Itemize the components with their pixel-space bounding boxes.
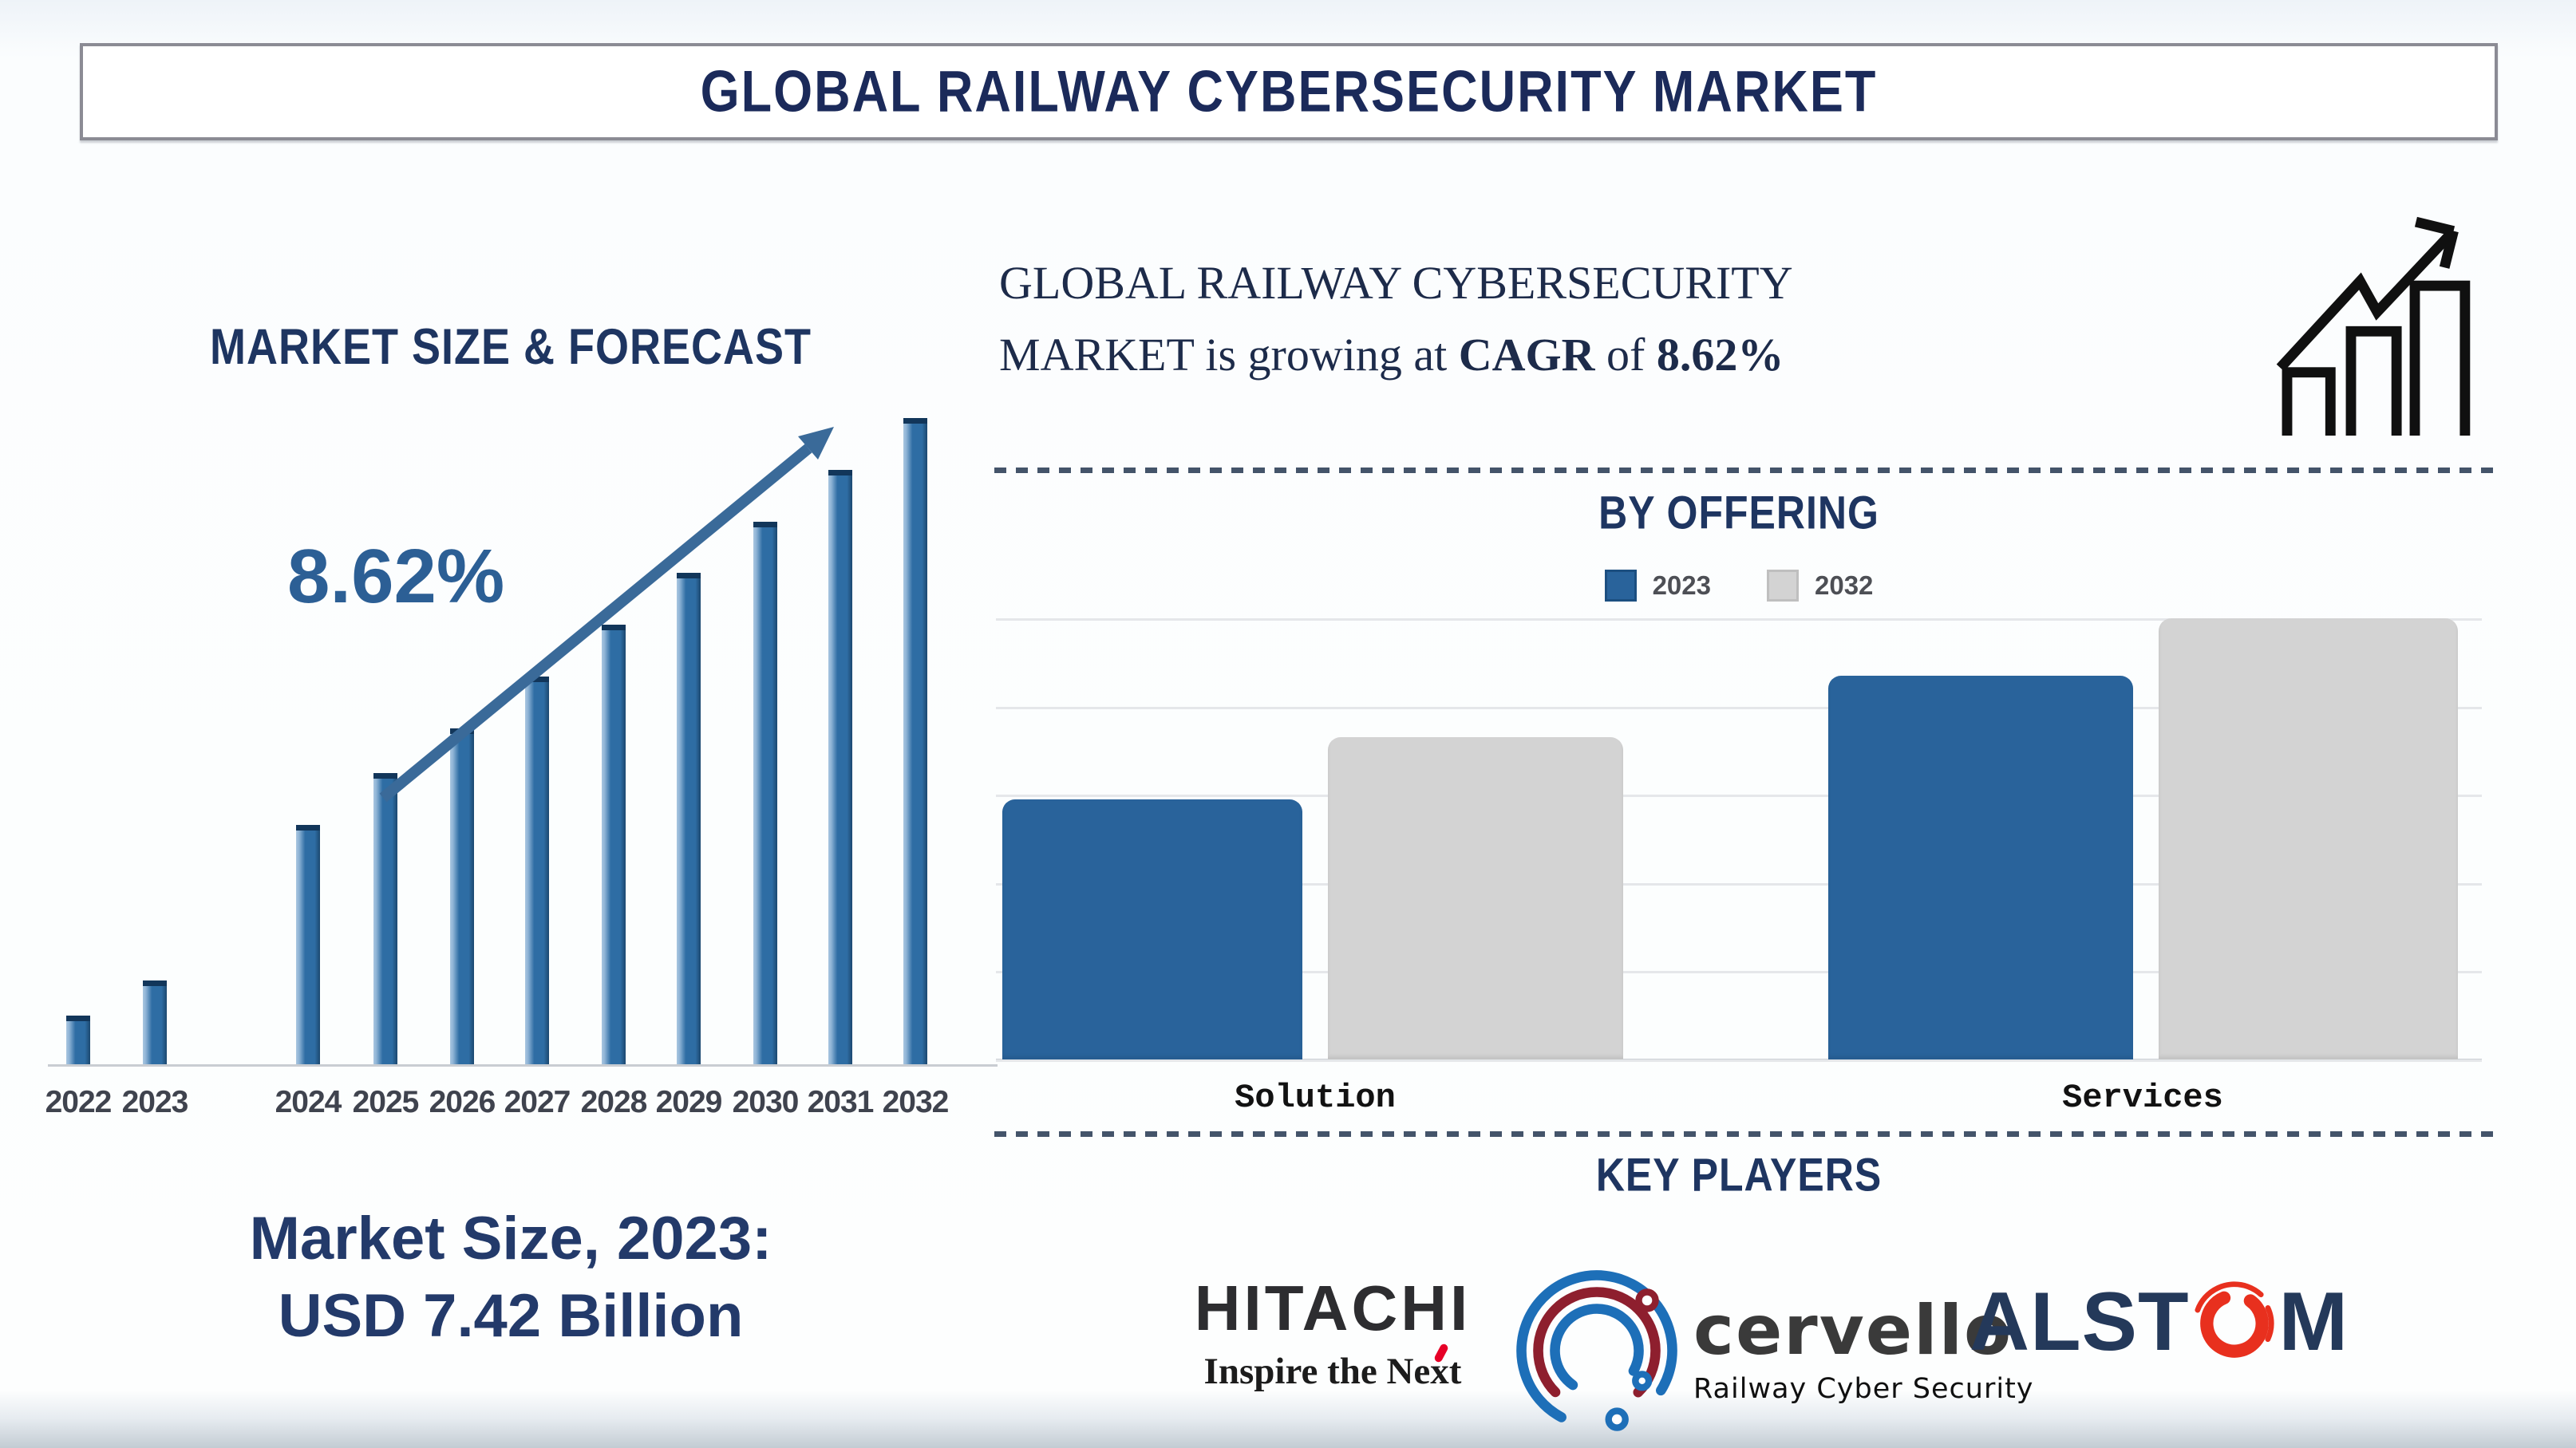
growth-statement-line1: GLOBAL RAILWAY CYBERSECURITY — [999, 257, 1793, 309]
offering-bar-solution-2032 — [1328, 737, 1623, 1059]
forecast-bar-2032 — [903, 418, 927, 1064]
legend-swatch-2023 — [1604, 570, 1637, 602]
forecast-xlabels: 2022 2023 2024 2025 2026 2027 2028 2029 2030 2031… — [45, 1085, 998, 1125]
cervello-text-block: cervello Railway Cyber Security — [1693, 1296, 2034, 1405]
growth-line2-cagr: CAGR — [1458, 328, 1595, 381]
offering-gridline — [996, 971, 2482, 973]
legend-item-2023: 2023 — [1604, 570, 1711, 602]
hitachi-tagline: Inspire the Next — [1203, 1343, 1462, 1393]
forecast-bar-2027 — [525, 677, 549, 1064]
forecast-xlabel-2030: 2030 — [732, 1085, 800, 1119]
offering-bar-services-2023 — [1828, 676, 2133, 1059]
offering-xlabel-services: Services — [2062, 1079, 2223, 1117]
market-size-line1: Market Size, 2023: — [249, 1205, 772, 1272]
offering-gridline — [996, 618, 2482, 621]
forecast-section-title-text: MARKET SIZE & FORECAST — [209, 319, 812, 375]
by-offering-title-text: BY OFFERING — [1598, 487, 1879, 539]
by-offering-title: BY OFFERING — [996, 487, 2482, 539]
offering-gridline — [996, 707, 2482, 709]
key-players-title: KEY PLAYERS — [996, 1150, 2482, 1201]
forecast-cagr-annotation: 8.62% — [287, 534, 505, 619]
page-title: GLOBAL RAILWAY CYBERSECURITY MARKET — [700, 59, 1878, 124]
offering-gridline — [996, 795, 2482, 797]
forecast-xlabel-2029: 2029 — [655, 1085, 723, 1119]
forecast-bar-2023 — [143, 980, 167, 1064]
growth-line2-value: 8.62% — [1656, 328, 1784, 381]
forecast-bar-2026 — [450, 728, 474, 1064]
forecast-x-axis-line — [48, 1064, 998, 1067]
market-size-callout: Market Size, 2023: USD 7.42 Billion — [64, 1200, 958, 1355]
logo-cervello: cervello Railway Cyber Security — [1513, 1267, 2034, 1434]
offering-xlabel-solution: Solution — [1235, 1079, 1396, 1117]
cervello-tagline: Railway Cyber Security — [1693, 1373, 2034, 1405]
forecast-bar-2030 — [753, 522, 777, 1064]
forecast-bar-2025 — [373, 773, 397, 1064]
forecast-bar-2028 — [602, 625, 626, 1064]
offering-xlabels: Solution Services — [996, 1079, 2482, 1122]
legend-swatch-2032 — [1767, 570, 1799, 602]
logo-alstom: ALST M — [1970, 1275, 2349, 1369]
forecast-section-title: MARKET SIZE & FORECAST — [48, 319, 974, 375]
growth-statement-line2: MARKET is growing at CAGR of 8.62% — [999, 319, 2276, 391]
forecast-plot — [48, 418, 998, 1067]
offering-gridline — [996, 1059, 2482, 1062]
offering-plot — [996, 618, 2482, 1062]
legend-item-2032: 2032 — [1767, 570, 1873, 602]
growth-line2-prefix: MARKET is growing at — [999, 328, 1459, 381]
forecast-bar-2029 — [677, 573, 701, 1064]
forecast-xlabel-2023: 2023 — [121, 1085, 189, 1119]
forecast-xlabel-2031: 2031 — [807, 1085, 875, 1119]
trend-arrow-icon — [379, 427, 834, 803]
forecast-xlabel-2024: 2024 — [275, 1085, 342, 1119]
legend-label-2023: 2023 — [1652, 570, 1711, 600]
growth-chart-icon — [2276, 216, 2471, 436]
legend-label-2032: 2032 — [1815, 570, 1874, 600]
hitachi-wordmark: HITACHI — [1194, 1272, 1472, 1343]
forecast-xlabel-2028: 2028 — [580, 1085, 648, 1119]
forecast-xlabel-2032: 2032 — [882, 1085, 950, 1119]
alstom-wordmark-right: M — [2278, 1276, 2349, 1368]
offering-bar-services-2032 — [2159, 618, 2458, 1059]
dashed-divider-top — [994, 468, 2498, 473]
hitachi-tagline-text: Inspire the Next — [1203, 1351, 1462, 1392]
key-players-title-text: KEY PLAYERS — [1595, 1149, 1883, 1201]
alstom-wordmark-left: ALST — [1970, 1276, 2190, 1368]
market-size-line2: USD 7.42 Billion — [278, 1282, 744, 1351]
offering-bar-solution-2023 — [1002, 799, 1302, 1059]
forecast-xlabel-2026: 2026 — [429, 1085, 496, 1119]
cervello-wordmark: cervello — [1693, 1291, 2013, 1371]
alstom-o-swirl-icon — [2192, 1281, 2277, 1366]
forecast-xlabel-2027: 2027 — [504, 1085, 571, 1119]
forecast-bar-2022 — [66, 1016, 90, 1064]
logo-hitachi: HITACHI Inspire the Next — [1069, 1272, 1596, 1393]
offering-gridline — [996, 883, 2482, 886]
forecast-xlabel-2025: 2025 — [352, 1085, 420, 1119]
dashed-divider-bottom — [994, 1131, 2498, 1137]
offering-legend: 2023 2032 — [996, 570, 2482, 602]
title-banner: GLOBAL RAILWAY CYBERSECURITY MARKET — [80, 43, 2498, 140]
growth-statement: GLOBAL RAILWAY CYBERSECURITY MARKET is g… — [999, 247, 2276, 391]
forecast-xlabel-2022: 2022 — [45, 1085, 113, 1119]
growth-line2-mid: of — [1594, 328, 1657, 381]
forecast-bar-2024 — [296, 825, 320, 1064]
forecast-bar-2031 — [828, 470, 852, 1064]
cervello-arcs-icon — [1516, 1270, 1677, 1431]
